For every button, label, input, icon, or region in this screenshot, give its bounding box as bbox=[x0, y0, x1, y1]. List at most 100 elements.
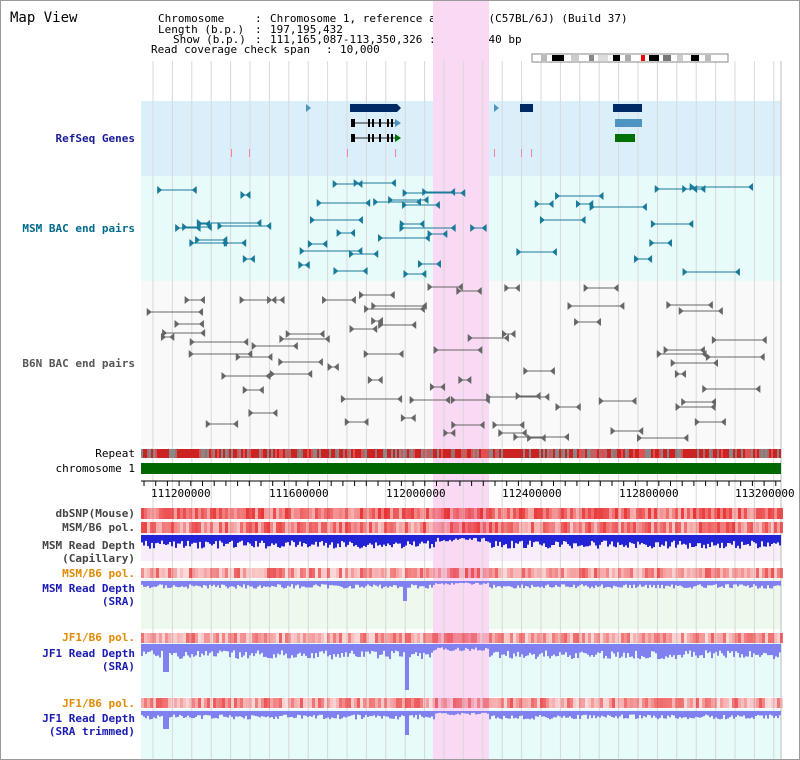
msm-pol-cell bbox=[618, 522, 621, 533]
msm-pol-cell bbox=[630, 522, 633, 533]
dbsnp-cell bbox=[384, 508, 387, 519]
jf1-depth-trim-bar bbox=[387, 711, 389, 717]
track-label-msm-depth-capillary[interactable]: MSM Read Depth (Capillary) bbox=[42, 539, 135, 565]
dbsnp-cell bbox=[690, 508, 693, 519]
jf1-pol-cell bbox=[471, 633, 474, 643]
msm-depth-sra-bar bbox=[235, 581, 237, 589]
jf1-pol2-cell bbox=[252, 698, 255, 708]
repeat-segment bbox=[329, 449, 331, 458]
msm-pol2-cell bbox=[543, 568, 546, 578]
jf1-depth-sra-bar bbox=[167, 644, 169, 672]
jf1-pol2-cell bbox=[222, 698, 225, 708]
b6n-bac-pair-end bbox=[595, 318, 601, 326]
jf1-pol-cell bbox=[780, 633, 783, 643]
jf1-pol-cell bbox=[525, 633, 528, 643]
track-label-dbsnp[interactable]: dbSNP(Mouse) bbox=[55, 507, 135, 520]
gene-marker bbox=[347, 149, 348, 157]
track-label-jf1-depth-sra[interactable]: JF1 Read Depth (SRA) bbox=[42, 647, 135, 673]
track-label-msm-depth-sra[interactable]: MSM Read Depth (SRA) bbox=[42, 582, 135, 608]
jf1-depth-trim-bar bbox=[493, 711, 495, 716]
track-label-jf1-b6-pol[interactable]: JF1/B6 pol. bbox=[62, 631, 135, 644]
msm-pol2-cell bbox=[189, 568, 192, 578]
dbsnp-cell bbox=[573, 508, 576, 519]
track-label-jf1-b6-pol-2[interactable]: JF1/B6 pol. bbox=[62, 697, 135, 710]
track-label-refseq[interactable]: RefSeq Genes bbox=[55, 132, 135, 145]
b6n-bac-pair-end bbox=[638, 427, 644, 435]
jf1-pol2-cell bbox=[201, 698, 204, 708]
msm-depth-sra-bar bbox=[281, 581, 283, 588]
msm-depth-sra-bar bbox=[515, 581, 517, 589]
track-label-msm-b6-pol-2[interactable]: MSM/B6 pol. bbox=[62, 567, 135, 580]
msm-pol2-cell bbox=[507, 568, 510, 578]
jf1-depth-trim-bar bbox=[265, 711, 267, 718]
jf1-depth-trim-bar bbox=[219, 711, 221, 715]
dbsnp-cell bbox=[231, 508, 234, 519]
msm-pol2-cell bbox=[558, 568, 561, 578]
msm-bac-pair-end bbox=[647, 255, 653, 263]
msm-depth-cap-bar bbox=[275, 535, 277, 544]
gene-exon bbox=[372, 134, 374, 142]
msm-depth-sra-bar bbox=[617, 581, 619, 588]
dbsnp-cell bbox=[759, 508, 762, 519]
b6n-bac-pair-end bbox=[683, 434, 689, 442]
msm-depth-cap-bar bbox=[603, 535, 605, 541]
dbsnp-cell bbox=[582, 508, 585, 519]
jf1-pol2-cell bbox=[606, 698, 609, 708]
msm-depth-cap-bar bbox=[303, 535, 305, 543]
msm-depth-cap-bar bbox=[591, 535, 593, 541]
msm-depth-sra-bar bbox=[473, 581, 475, 584]
msm-bac-pair-end bbox=[350, 229, 356, 237]
jf1-depth-trim-bar bbox=[383, 711, 385, 716]
track-label-jf1-depth-trimmed[interactable]: JF1 Read Depth (SRA trimmed) bbox=[42, 712, 135, 738]
msm-depth-sra-bar bbox=[665, 581, 667, 586]
gene-arrow bbox=[395, 119, 401, 127]
jf1-depth-sra-bar bbox=[369, 644, 371, 654]
jf1-depth-trim-bar bbox=[535, 711, 537, 717]
jf1-depth-sra-bar bbox=[687, 644, 689, 654]
repeat-segment bbox=[721, 449, 723, 458]
ideogram-band bbox=[589, 55, 594, 61]
repeat-segment bbox=[229, 449, 231, 458]
jf1-depth-trim-bar bbox=[649, 711, 651, 716]
msm-depth-sra-bar bbox=[461, 581, 463, 583]
jf1-depth-sra-bar bbox=[331, 644, 333, 660]
repeat-segment bbox=[545, 449, 547, 458]
msm-pol-cell bbox=[330, 522, 333, 533]
jf1-pol2-cell bbox=[363, 698, 366, 708]
jf1-pol-cell bbox=[360, 633, 363, 643]
b6n-bac-pair-end bbox=[400, 414, 406, 422]
msm-depth-sra-bar bbox=[305, 581, 307, 588]
b6n-bac-pair-end bbox=[371, 317, 377, 325]
jf1-depth-trim-bar bbox=[505, 711, 507, 718]
msm-pol2-cell bbox=[588, 568, 591, 578]
jf1-depth-trim-bar bbox=[255, 711, 257, 717]
repeat-segment bbox=[167, 449, 169, 458]
dbsnp-cell bbox=[753, 508, 756, 519]
track-label-b6n-bac[interactable]: B6N BAC end pairs bbox=[22, 357, 135, 370]
msm-depth-sra-bar bbox=[469, 581, 471, 584]
msm-depth-cap-bar bbox=[233, 535, 235, 548]
msm-depth-sra-bar bbox=[525, 581, 527, 586]
b6n-bac-pair-end bbox=[265, 372, 271, 380]
msm-depth-sra-bar bbox=[589, 581, 591, 589]
msm-pol-cell bbox=[180, 522, 183, 533]
jf1-depth-trim-bar bbox=[707, 711, 709, 716]
msm-pol2-cell bbox=[393, 568, 396, 578]
jf1-depth-trim-bar bbox=[173, 711, 175, 715]
dbsnp-cell bbox=[567, 508, 570, 519]
jf1-pol-cell bbox=[603, 633, 606, 643]
jf1-depth-sra-bar bbox=[673, 644, 675, 656]
jf1-pol-cell bbox=[441, 633, 444, 643]
msm-depth-sra-bar bbox=[499, 581, 501, 587]
jf1-depth-sra-bar bbox=[507, 644, 509, 651]
msm-depth-cap-bar bbox=[239, 535, 241, 542]
track-label-msm-bac[interactable]: MSM BAC end pairs bbox=[22, 222, 135, 235]
track-label-msm-b6-pol[interactable]: MSM/B6 pol. bbox=[62, 521, 135, 534]
jf1-depth-sra-bar bbox=[309, 644, 311, 659]
jf1-depth-sra-bar bbox=[683, 644, 685, 655]
gene-exon bbox=[391, 119, 393, 127]
b6n-bac-pair-end bbox=[292, 342, 298, 350]
b6n-bac-pair-end bbox=[681, 398, 687, 406]
jf1-depth-trim-bar bbox=[259, 711, 261, 718]
